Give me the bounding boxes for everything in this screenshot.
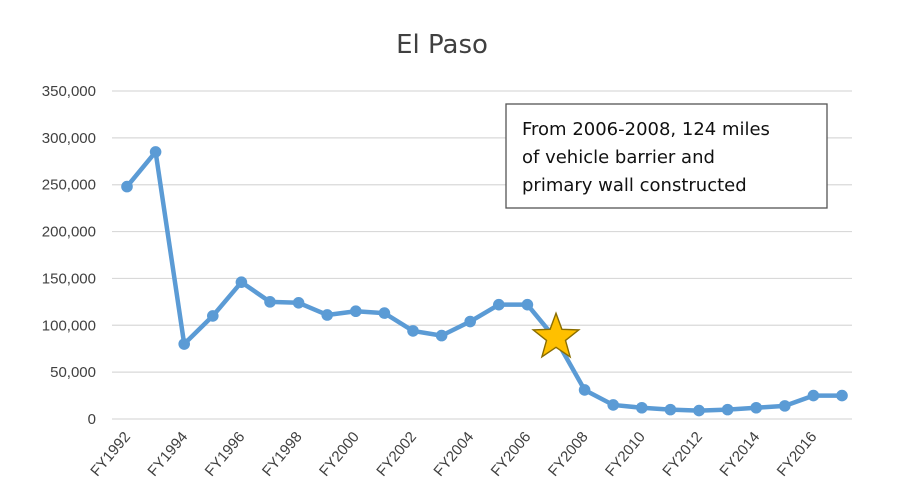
y-tick-label: 150,000 — [42, 270, 96, 287]
data-point — [693, 404, 705, 417]
data-point — [750, 401, 762, 414]
x-tick-label: FY1996 — [202, 429, 249, 480]
x-tick-label: FY2006 — [488, 429, 535, 480]
data-point — [836, 389, 848, 402]
annotation-line-3: primary wall constructed — [522, 175, 747, 196]
data-point — [721, 403, 734, 416]
y-tick-label: 350,000 — [42, 83, 96, 100]
annotation-box — [505, 103, 828, 209]
series-el-paso — [121, 146, 848, 417]
data-point — [207, 310, 219, 322]
y-axis-ticks: 350,000 300,000 250,000 200,000 150,000 100,0… — [42, 83, 96, 428]
x-tick-label: FY1992 — [87, 429, 134, 480]
x-tick-label: FY2014 — [716, 429, 763, 480]
annotation-line-1: From 2006-2008, 124 miles — [522, 119, 770, 140]
annotation: From 2006-2008, 124 miles of vehicle bar… — [505, 103, 828, 209]
data-point — [149, 146, 162, 158]
chart-title: El Paso — [396, 30, 488, 60]
data-point — [264, 296, 276, 308]
x-tick-label: FY2010 — [602, 429, 649, 480]
y-tick-label: 100,000 — [42, 317, 96, 334]
star-icon — [531, 311, 581, 359]
x-tick-label: FY2000 — [316, 429, 363, 480]
x-tick-label: FY2004 — [430, 429, 477, 480]
x-axis-ticks: FY1992 FY1994 FY1996 FY1998 FY2000 FY2002 FY20… — [87, 429, 820, 480]
x-tick-label: FY2008 — [545, 429, 592, 480]
x-tick-label: FY1998 — [259, 429, 306, 480]
data-point — [235, 276, 248, 288]
star-marker-group — [531, 311, 581, 359]
data-point — [378, 307, 391, 319]
data-point — [578, 384, 591, 396]
data-point — [607, 399, 619, 411]
y-tick-label: 50,000 — [50, 364, 96, 381]
data-point — [121, 180, 133, 193]
data-point — [521, 298, 534, 311]
data-point — [350, 305, 362, 318]
data-point — [636, 401, 648, 414]
data-point — [407, 325, 419, 337]
data-point — [779, 400, 791, 412]
y-tick-label: 0 — [88, 411, 96, 428]
data-point — [464, 315, 477, 328]
x-tick-label: FY2016 — [774, 429, 821, 480]
data-point — [321, 309, 334, 321]
gridlines — [112, 90, 852, 420]
data-point — [807, 389, 820, 402]
annotation-line-2: of vehicle barrier and — [522, 147, 715, 168]
data-point — [493, 298, 505, 311]
x-tick-label: FY2012 — [659, 429, 706, 480]
y-tick-label: 200,000 — [42, 224, 96, 241]
data-point — [435, 329, 448, 342]
y-tick-label: 300,000 — [42, 130, 96, 147]
x-tick-label: FY1994 — [144, 429, 191, 480]
data-point — [292, 296, 305, 309]
data-point — [664, 403, 677, 416]
x-tick-label: FY2002 — [373, 429, 420, 480]
data-point — [178, 338, 190, 350]
y-tick-label: 250,000 — [42, 177, 96, 194]
